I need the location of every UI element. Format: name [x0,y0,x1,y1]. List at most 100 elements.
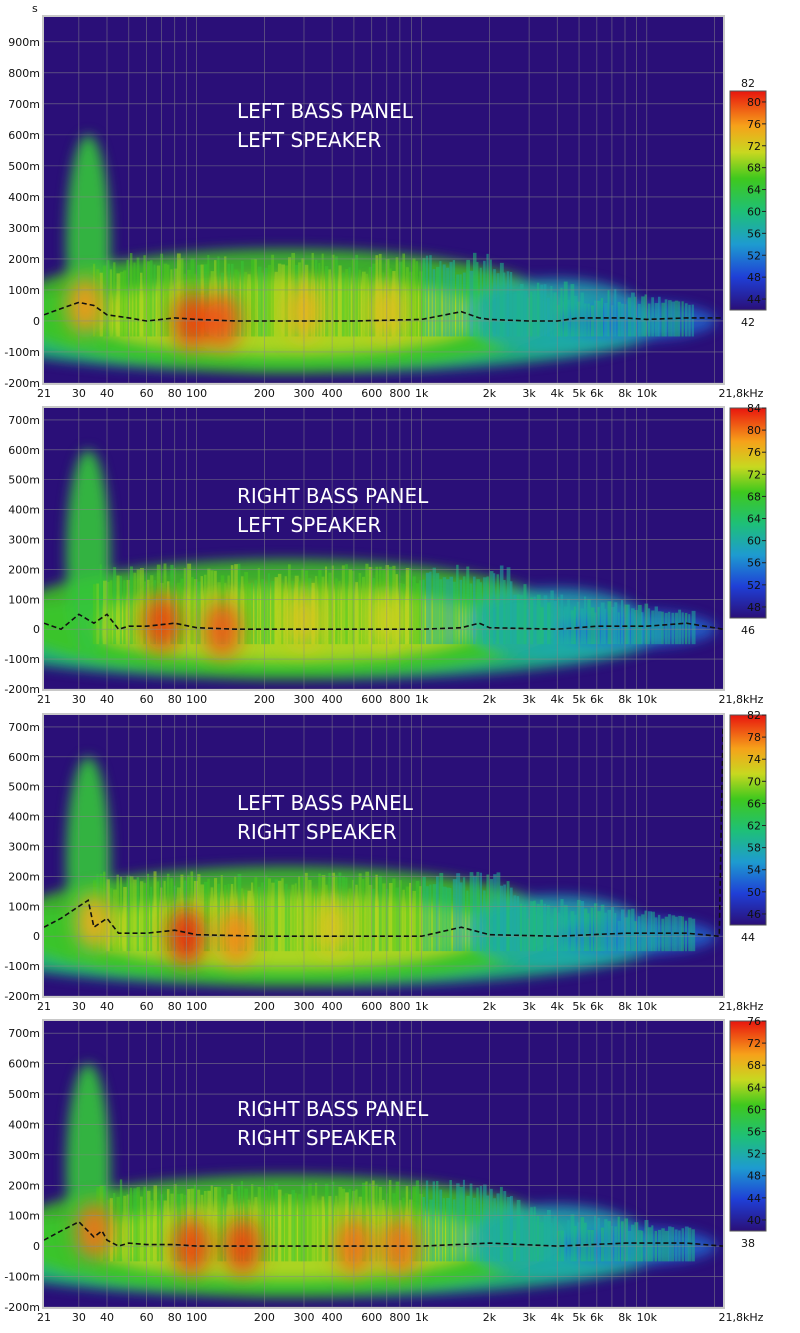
x-tick-label: 30 [72,693,86,706]
x-tick-label: 200 [254,1311,275,1324]
x-tick-label: 21 [37,1311,51,1324]
x-tick-label: 60 [140,387,154,400]
y-tick-label: 300m [8,1149,40,1162]
x-tick-label: 400 [322,387,343,400]
x-tick-label: 10k [637,693,658,706]
y-tick-label: 200m [8,870,40,883]
colorbar-tick-label: 66 [747,797,761,810]
colorbar-tick-label: 56 [747,557,761,570]
y-tick-label: 600m [8,129,40,142]
y-tick-label: 300m [8,534,40,547]
y-tick-label: -200m [4,990,40,1003]
x-tick-label: 6k [590,387,604,400]
x-tick-label: 800 [389,387,410,400]
colorbar-tick-label: 52 [747,249,761,262]
group-delay-curve [44,301,723,322]
colorbar-tick-label: 56 [747,1126,761,1139]
y-tick-label: 500m [8,474,40,487]
x-tick-label: 200 [254,693,275,706]
y-tick-label: 100m [8,900,40,913]
resonance-streaks [92,563,696,645]
colorbar-min-label: 44 [741,931,755,944]
colorbar-tick-label: 48 [747,1170,761,1183]
group-delay-curve [44,613,723,631]
colorbar-tick-label: 56 [747,227,761,240]
x-tick-label: 400 [322,693,343,706]
colorbar-tick-label: 40 [747,1214,761,1227]
x-tick-label: 1k [415,693,429,706]
x-tick-label: 8k [618,387,632,400]
y-tick-label: 800m [8,67,40,80]
y-tick-label: 500m [8,160,40,173]
chart-panel-3: LEFT BASS PANEL RIGHT SPEAKER 700m 600m 500m… [4,709,767,1013]
x-tick-label: 21 [37,1000,51,1013]
y-tick-label: 700m [8,98,40,111]
grid [44,17,723,383]
x-tick-label: 10k [637,1311,658,1324]
colorbar-tick-label: 72 [747,140,761,153]
grid [44,715,723,996]
x-tick-label: 4k [551,387,565,400]
x-tick-label: 80 [168,1311,182,1324]
x-tick-label: 800 [389,1311,410,1324]
colorbar-min-label: 38 [741,1237,755,1250]
x-tick-label: 80 [168,693,182,706]
colorbar-tick-label: 78 [747,731,761,744]
x-tick-label: 2k [483,387,497,400]
x-tick-label: 40 [100,1000,114,1013]
x-tick-label: 4k [551,1311,565,1324]
x-tick-label: 21 [37,693,51,706]
x-tick-label: 8k [618,693,632,706]
waterfall-surface [44,715,723,996]
x-tick-label: 2k [483,1311,497,1324]
x-tick-label: 10k [637,387,658,400]
colorbar-tick-label: 46 [747,908,761,921]
y-tick-label: 900m [8,36,40,49]
y-tick-label: -100m [4,346,40,359]
x-tick-label: 1k [415,1000,429,1013]
x-tick-label: 400 [322,1311,343,1324]
x-tick-label: 400 [322,1000,343,1013]
x-tick-label: 8k [618,1000,632,1013]
colorbar-tick-label: 54 [747,864,761,877]
x-tick-label: 30 [72,387,86,400]
x-tick-label: 8k [618,1311,632,1324]
y-tick-label: 400m [8,811,40,824]
colorbar-tick-label: 76 [747,118,761,131]
colorbar-tick-label: 76 [747,446,761,459]
colorbar-tick-label: 72 [747,1037,761,1050]
y-tick-label: 200m [8,563,40,576]
x-tick-label: 600 [361,387,382,400]
x-tick-label: 3k [522,1000,536,1013]
colorbar-tick-label: 80 [747,424,761,437]
x-tick-label: 1k [415,387,429,400]
colorbar-tick-label: 60 [747,205,761,218]
x-tick-label: 100 [186,1311,207,1324]
x-tick-label: 30 [72,1000,86,1013]
x-tick-label: 100 [186,693,207,706]
colorbar-tick-label: 44 [747,1192,761,1205]
colorbar [729,714,767,926]
x-tick-label: 100 [186,387,207,400]
x-tick-label: 6k [590,693,604,706]
y-tick-label: 600m [8,444,40,457]
colorbar-tick-label: 62 [747,820,761,833]
panel-title-line-2: RIGHT SPEAKER [237,1126,397,1150]
x-tick-label: 200 [254,1000,275,1013]
colorbar-tick-label: 80 [747,96,761,109]
y-tick-label: 600m [8,751,40,764]
waterfall-surface [44,408,723,689]
y-tick-label: 300m [8,222,40,235]
x-tick-label: 6k [590,1000,604,1013]
x-tick-label: 21,8kHz [719,693,764,706]
y-tick-label: 100m [8,1210,40,1223]
y-tick-label: 500m [8,781,40,794]
y-tick-label: 700m [8,721,40,734]
x-tick-label: 300 [293,693,314,706]
group-delay-curve [44,1220,723,1247]
x-tick-label: 800 [389,1000,410,1013]
y-tick-label: 200m [8,1179,40,1192]
x-tick-label: 60 [140,693,154,706]
x-tick-label: 5k [572,1000,586,1013]
